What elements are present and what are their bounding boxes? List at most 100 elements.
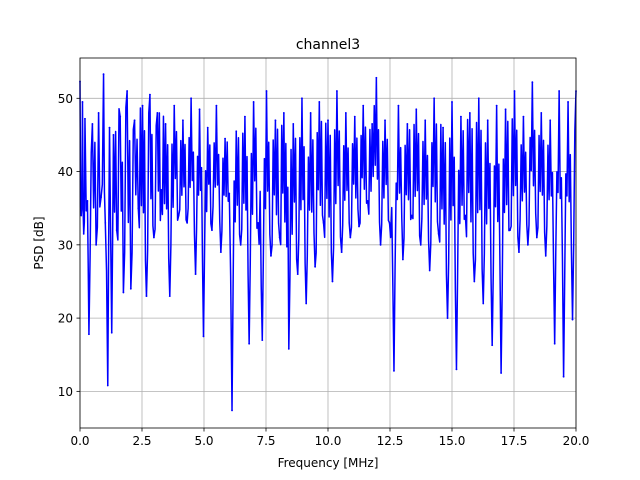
psd-data-point	[102, 73, 105, 76]
psd-data-point	[464, 214, 467, 217]
psd-data-point	[88, 333, 90, 336]
psd-data-point	[331, 280, 334, 283]
psd-data-point	[110, 331, 113, 334]
psd-data-point	[122, 291, 125, 294]
psd-data-point	[164, 123, 167, 125]
psd-data-point	[500, 372, 503, 374]
psd-data-point	[340, 251, 343, 254]
y-tick-label: 10	[58, 385, 73, 399]
psd-data-point	[244, 115, 246, 118]
psd-data-point	[446, 317, 449, 319]
x-tick-label: 15.0	[439, 434, 466, 448]
psd-data-point	[81, 101, 84, 103]
psd-data-point	[133, 119, 136, 122]
psd-data-point	[112, 134, 115, 136]
psd-data-point	[482, 302, 485, 305]
psd-data-point	[344, 112, 347, 114]
psd-data-point	[97, 112, 100, 114]
psd-data-point	[141, 104, 144, 107]
psd-data-point	[353, 115, 356, 118]
psd-data-point	[206, 126, 209, 129]
psd-data-point	[265, 90, 268, 92]
psd-data-point	[384, 119, 386, 122]
psd-data-point	[129, 287, 132, 290]
psd-data-point	[567, 101, 569, 103]
x-tick-label: 10.0	[315, 434, 342, 448]
psd-data-point	[274, 119, 277, 122]
psd-data-point	[486, 119, 489, 122]
psd-series-line	[79, 73, 577, 412]
psd-data-point	[522, 115, 525, 118]
psd-data-point	[558, 90, 561, 92]
chart-title: channel3	[296, 37, 360, 53]
psd-data-point	[393, 369, 395, 372]
psd-data-point	[473, 280, 476, 283]
psd-data-point	[362, 104, 365, 107]
psd-data-point	[504, 108, 507, 111]
psd-data-point	[115, 229, 118, 232]
y-axis-label: PSD [dB]	[32, 216, 46, 269]
psd-data-point	[257, 221, 259, 224]
psd-data-point	[314, 265, 317, 268]
psd-data-point	[248, 342, 251, 345]
psd-data-point	[252, 101, 255, 103]
psd-data-point	[388, 221, 391, 224]
psd-data-point	[358, 225, 360, 228]
psd-data-point	[571, 318, 574, 321]
psd-data-point	[513, 90, 516, 92]
x-tick-label: 20.0	[563, 434, 590, 448]
psd-data-point	[153, 236, 155, 239]
psd-data-point	[119, 115, 122, 118]
y-tick-label: 40	[58, 165, 73, 179]
psd-data-point	[177, 214, 180, 217]
psd-data-point	[531, 81, 534, 84]
psd-data-point	[95, 243, 98, 246]
psd-data-point	[239, 243, 242, 246]
y-tick-label: 20	[58, 312, 73, 326]
psd-data-point	[137, 207, 140, 210]
x-tick-label: 7.5	[256, 434, 275, 448]
plot-series	[79, 73, 577, 412]
psd-data-point	[296, 273, 299, 276]
x-tick-label: 17.5	[501, 434, 528, 448]
psd-data-point	[379, 243, 382, 246]
psd-data-point	[349, 236, 352, 239]
psd-data-point	[419, 243, 422, 246]
psd-data-point	[322, 221, 325, 224]
psd-data-point	[186, 221, 189, 224]
psd-data-point	[215, 104, 218, 107]
psd-data-point	[278, 236, 281, 239]
x-axis-label: Frequency [MHz]	[278, 456, 379, 470]
psd-data-point	[84, 117, 86, 120]
psd-data-point	[301, 97, 303, 100]
psd-data-point	[336, 90, 338, 92]
psd-data-point	[437, 232, 440, 235]
psd-data-point	[375, 76, 378, 79]
psd-data-point	[424, 119, 427, 122]
psd-data-point	[553, 342, 556, 345]
x-tick-label: 0.0	[70, 434, 89, 448]
psd-data-point	[428, 269, 431, 272]
psd-data-point	[108, 126, 111, 129]
psd-data-point	[495, 104, 498, 107]
x-tick-label: 2.5	[132, 434, 151, 448]
psd-data-point	[168, 295, 171, 298]
psd-data-point	[228, 192, 231, 195]
psd-data-point	[327, 119, 329, 122]
psd-data-point	[397, 104, 400, 107]
x-ticks: 0.0 2.5 5.0 7.5 10.0 12.5 15.0 17.5 20.0	[70, 428, 589, 448]
psd-data-point	[406, 123, 409, 125]
psd-data-point	[518, 251, 520, 254]
psd-data-point	[544, 254, 547, 257]
psd-data-point	[318, 101, 321, 103]
y-tick-label: 50	[58, 92, 73, 106]
x-tick-label: 12.5	[377, 434, 404, 448]
psd-data-point	[433, 97, 436, 100]
psd-data-point	[82, 232, 85, 235]
psd-data-point	[126, 90, 129, 92]
psd-data-point	[80, 214, 83, 217]
psd-data-point	[371, 123, 374, 125]
psd-data-point	[410, 214, 413, 217]
